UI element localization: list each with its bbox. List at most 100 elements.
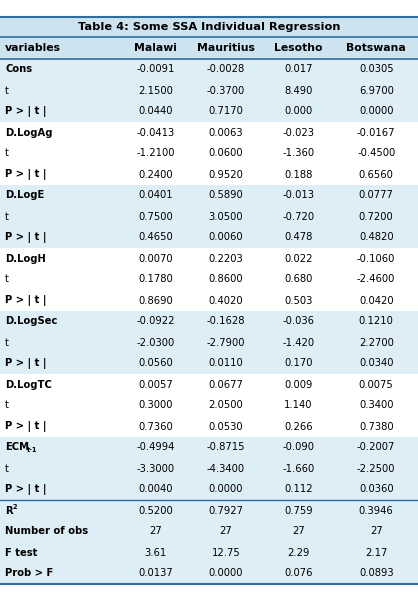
Text: -0.3700: -0.3700 — [207, 85, 245, 96]
Text: 0.0000: 0.0000 — [209, 484, 243, 495]
Text: 0.0000: 0.0000 — [359, 106, 393, 117]
Text: R: R — [5, 505, 13, 516]
Text: 0.000: 0.000 — [284, 106, 313, 117]
Bar — [0, 353, 418, 374]
Text: -0.720: -0.720 — [283, 212, 314, 222]
Text: 0.1210: 0.1210 — [359, 317, 394, 326]
Text: D.LogTC: D.LogTC — [5, 379, 52, 389]
Text: D.LogAg: D.LogAg — [5, 127, 53, 138]
Text: 0.0893: 0.0893 — [359, 569, 393, 579]
Text: Botswana: Botswana — [347, 43, 406, 53]
Text: 0.680: 0.680 — [284, 275, 313, 284]
Text: Prob > F: Prob > F — [5, 569, 53, 579]
Text: Malawi: Malawi — [134, 43, 177, 53]
Text: P > | t |: P > | t | — [5, 232, 46, 243]
Text: P > | t |: P > | t | — [5, 421, 46, 432]
Text: 0.017: 0.017 — [284, 64, 313, 75]
Text: 0.6560: 0.6560 — [359, 169, 394, 180]
Bar — [0, 206, 418, 227]
Bar — [0, 374, 418, 395]
Text: 0.7170: 0.7170 — [209, 106, 243, 117]
Text: P > | t |: P > | t | — [5, 169, 46, 180]
Text: 0.8600: 0.8600 — [209, 275, 243, 284]
Text: 0.4650: 0.4650 — [138, 233, 173, 242]
Text: 0.4820: 0.4820 — [359, 233, 393, 242]
Bar — [0, 164, 418, 185]
Text: 0.7380: 0.7380 — [359, 421, 393, 432]
Text: Cons: Cons — [5, 64, 32, 75]
Text: 0.0000: 0.0000 — [209, 569, 243, 579]
Text: 0.0063: 0.0063 — [209, 127, 243, 138]
Text: 2.29: 2.29 — [287, 548, 310, 558]
Text: 0.188: 0.188 — [284, 169, 313, 180]
Text: 0.009: 0.009 — [284, 379, 313, 389]
Text: P > | t |: P > | t | — [5, 484, 46, 495]
Bar — [0, 248, 418, 269]
Text: -1.2100: -1.2100 — [136, 148, 175, 159]
Text: 0.2400: 0.2400 — [138, 169, 173, 180]
Text: 6.9700: 6.9700 — [359, 85, 394, 96]
Bar — [0, 479, 418, 500]
Bar — [0, 269, 418, 290]
Text: 0.4020: 0.4020 — [209, 296, 243, 305]
Text: 0.1780: 0.1780 — [138, 275, 173, 284]
Text: 0.3400: 0.3400 — [359, 400, 393, 410]
Bar — [0, 101, 418, 122]
Text: -4.3400: -4.3400 — [207, 463, 245, 474]
Text: -3.3000: -3.3000 — [136, 463, 174, 474]
Bar — [0, 311, 418, 332]
Bar — [0, 458, 418, 479]
Text: Mauritius: Mauritius — [197, 43, 255, 53]
Bar — [0, 17, 418, 37]
Text: t-1: t-1 — [27, 447, 38, 453]
Text: -1.360: -1.360 — [283, 148, 314, 159]
Text: 0.3946: 0.3946 — [359, 505, 394, 516]
Text: 3.61: 3.61 — [144, 548, 166, 558]
Text: -0.1628: -0.1628 — [206, 317, 245, 326]
Text: D.LogH: D.LogH — [5, 254, 46, 263]
Text: 2.0500: 2.0500 — [209, 400, 243, 410]
Text: 0.0360: 0.0360 — [359, 484, 393, 495]
Text: t: t — [5, 212, 9, 222]
Text: P > | t |: P > | t | — [5, 295, 46, 306]
Text: 0.2203: 0.2203 — [209, 254, 243, 263]
Text: t: t — [5, 400, 9, 410]
Text: -0.0413: -0.0413 — [136, 127, 174, 138]
Text: t: t — [5, 463, 9, 474]
Bar — [0, 437, 418, 458]
Text: 27: 27 — [370, 526, 382, 537]
Text: P > | t |: P > | t | — [5, 106, 46, 117]
Text: t: t — [5, 275, 9, 284]
Text: 0.503: 0.503 — [284, 296, 313, 305]
Text: -0.2007: -0.2007 — [357, 442, 395, 453]
Text: -0.0922: -0.0922 — [136, 317, 175, 326]
Text: 0.0040: 0.0040 — [138, 484, 173, 495]
Text: 2.17: 2.17 — [365, 548, 387, 558]
Bar — [0, 563, 418, 584]
Bar — [0, 542, 418, 563]
Text: 2.1500: 2.1500 — [138, 85, 173, 96]
Text: 0.0420: 0.0420 — [359, 296, 393, 305]
Bar — [0, 521, 418, 542]
Text: 0.0075: 0.0075 — [359, 379, 394, 389]
Text: ECM: ECM — [5, 442, 29, 453]
Text: 0.0777: 0.0777 — [359, 191, 394, 201]
Bar — [0, 395, 418, 416]
Text: 1.140: 1.140 — [284, 400, 313, 410]
Bar — [0, 416, 418, 437]
Bar — [0, 500, 418, 521]
Text: 0.0440: 0.0440 — [138, 106, 173, 117]
Bar — [0, 143, 418, 164]
Text: 0.7927: 0.7927 — [209, 505, 243, 516]
Text: 0.0057: 0.0057 — [138, 379, 173, 389]
Text: -1.420: -1.420 — [283, 338, 314, 347]
Text: 0.0600: 0.0600 — [209, 148, 243, 159]
Text: 0.0110: 0.0110 — [209, 359, 243, 368]
Text: t: t — [5, 338, 9, 347]
Text: -0.013: -0.013 — [283, 191, 314, 201]
Text: t: t — [5, 85, 9, 96]
Text: 0.7200: 0.7200 — [359, 212, 394, 222]
Text: 0.9520: 0.9520 — [209, 169, 243, 180]
Bar — [0, 80, 418, 101]
Text: -1.660: -1.660 — [282, 463, 315, 474]
